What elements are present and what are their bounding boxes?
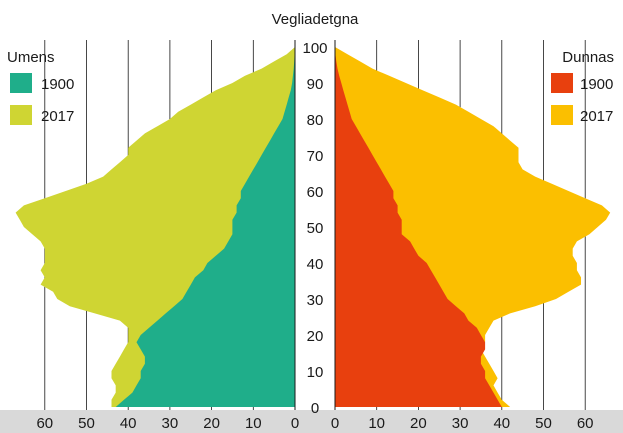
age-tick-label: 40 (307, 256, 324, 273)
males-legend-swatch-2017 (10, 105, 32, 125)
males-area-1900 (115, 47, 295, 407)
x-tick-label-left: 10 (245, 415, 262, 432)
females-legend-swatch-2017 (551, 105, 573, 125)
age-tick-label: 50 (307, 220, 324, 237)
males-legend-label-2017: 2017 (41, 108, 74, 125)
x-tick-labels: 60 50 40 30 20 10 0 0 10 20 30 40 50 60 (36, 415, 593, 432)
x-tick-label-left: 30 (162, 415, 179, 432)
age-tick-label: 90 (307, 76, 324, 93)
age-tick-label: 70 (307, 148, 324, 165)
x-tick-label-left: 40 (120, 415, 137, 432)
females-legend-swatch-1900 (551, 73, 573, 93)
age-tick-label: 30 (307, 292, 324, 309)
females-legend-title: Dunnas (562, 49, 614, 66)
age-tick-label: 10 (307, 364, 324, 381)
males-legend-label-1900: 1900 (41, 76, 74, 93)
males-legend-swatch-1900 (10, 73, 32, 93)
males-plot (15, 47, 295, 407)
x-tick-label-right: 40 (493, 415, 510, 432)
x-tick-label-right: 0 (331, 415, 339, 432)
x-tick-label-left: 0 (291, 415, 299, 432)
age-tick-label: 20 (307, 328, 324, 345)
x-tick-label-right: 10 (368, 415, 385, 432)
x-tick-label-right: 30 (452, 415, 469, 432)
age-tick-label: 100 (302, 40, 327, 57)
males-legend-title: Umens (7, 49, 55, 66)
chart-title: Vegliadetgna (272, 11, 359, 28)
females-legend-label-2017: 2017 (580, 108, 613, 125)
x-tick-label-right: 60 (577, 415, 594, 432)
age-tick-labels: 0 10 20 30 40 50 60 70 80 90 100 (302, 40, 327, 417)
age-tick-label: 0 (311, 400, 319, 417)
females-area-1900 (335, 47, 502, 407)
age-tick-label: 80 (307, 112, 324, 129)
x-axis-band (0, 410, 623, 433)
x-tick-label-right: 50 (535, 415, 552, 432)
x-tick-label-left: 50 (78, 415, 95, 432)
x-tick-label-right: 20 (410, 415, 427, 432)
females-legend-label-1900: 1900 (580, 76, 613, 93)
x-tick-label-left: 20 (203, 415, 220, 432)
age-tick-label: 60 (307, 184, 324, 201)
x-tick-label-left: 60 (36, 415, 53, 432)
females-plot (335, 47, 611, 407)
